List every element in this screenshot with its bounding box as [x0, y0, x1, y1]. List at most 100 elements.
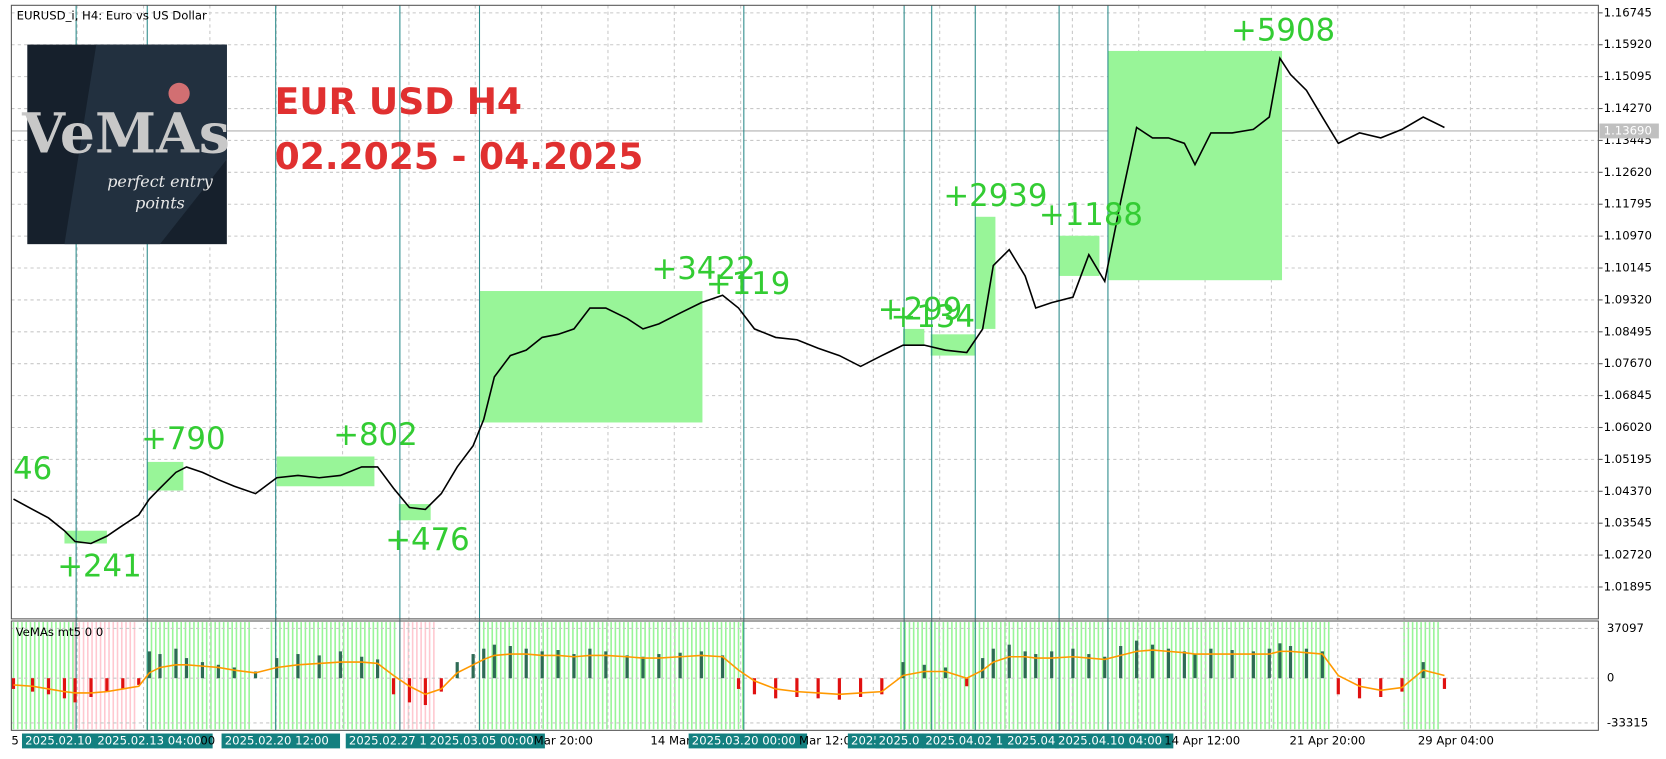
- trade-label: +299: [878, 292, 963, 328]
- indicator-bar: [1023, 651, 1027, 679]
- logo-name: VeMAs: [21, 102, 230, 167]
- x-tick-label: 2025.02.20 12:00: [225, 733, 329, 747]
- time-label-box: [847, 733, 883, 749]
- indicator-bar: [1103, 656, 1107, 679]
- overlay-title: EUR USD H4: [275, 81, 522, 123]
- indicator-bar: [455, 662, 459, 679]
- trade-label: +5908: [1231, 12, 1335, 48]
- indicator-bar: [1209, 648, 1213, 679]
- indicator-bar: [752, 678, 757, 695]
- trade-box: [276, 456, 375, 487]
- indicator-bar: [572, 654, 576, 679]
- x-tick-label: 2025.03.20 00:00: [692, 733, 796, 747]
- indicator-bar: [1087, 654, 1091, 679]
- x-tick-label: 2025.02.27 1: [349, 733, 427, 747]
- y-tick-label: 1.16745: [1604, 5, 1652, 19]
- y-tick-label: 1.10970: [1604, 229, 1652, 243]
- indicator-bar: [1278, 643, 1282, 679]
- time-label-box: [345, 733, 437, 749]
- indicator-bar: [678, 652, 682, 679]
- indicator-bar: [1034, 654, 1038, 679]
- indicator-bar: [200, 662, 205, 679]
- indicator-bar: [859, 678, 863, 697]
- y-tick-label: 1.05195: [1604, 452, 1652, 466]
- indicator-bar: [376, 659, 380, 679]
- indicator-bar: [901, 662, 905, 679]
- x-tick-label: 14 Apr 12:00: [1164, 733, 1240, 747]
- indicator-bar: [137, 678, 141, 685]
- indicator-bar: [1251, 651, 1255, 679]
- y-tick-label: 1.15920: [1604, 37, 1652, 51]
- x-tick-label: 2025.04.10 04:00: [1058, 733, 1162, 747]
- y-tick-label: 1.07670: [1604, 356, 1652, 370]
- indicator-bar: [471, 654, 475, 679]
- overlay-period: 02.2025 - 04.2025: [275, 136, 644, 178]
- x-tick-label: 14 Mar: [650, 733, 691, 747]
- current-price-box: [1599, 123, 1659, 139]
- indicator-bar: [216, 664, 220, 679]
- indicator-bar: [1050, 651, 1054, 679]
- trade-label: +3422: [651, 251, 755, 287]
- trade-label: +119: [706, 266, 791, 302]
- indicator-bar: [1288, 646, 1293, 679]
- indicator-bar: [508, 646, 512, 679]
- logo-tagline: points: [135, 193, 185, 212]
- y-tick-label: 1.08495: [1604, 324, 1652, 338]
- y-tick-label: 1.03545: [1604, 516, 1652, 530]
- indicator-bar: [46, 678, 51, 695]
- y-tick-label: 1.14270: [1604, 101, 1652, 115]
- indicator-bar: [89, 678, 93, 697]
- x-tick-label: 2025.0: [879, 733, 920, 747]
- trade-box: [903, 328, 925, 346]
- indicator-bar: [991, 648, 995, 679]
- indicator-bar: [540, 651, 544, 679]
- indicator-bar: [1400, 678, 1404, 692]
- indicator-bar: [736, 678, 741, 689]
- indicator-bar: [391, 678, 396, 695]
- logo-tagline: perfect entry: [107, 172, 214, 191]
- trade-box: [975, 216, 996, 329]
- trade-label: +476: [385, 522, 470, 558]
- indicator-bar: [73, 678, 77, 703]
- indicator-bar: [699, 651, 703, 679]
- logo-light: [168, 82, 190, 105]
- indicator-bar: [943, 667, 948, 679]
- price-line: [13, 56, 1445, 545]
- indicator-bar: [1379, 678, 1383, 697]
- x-tick-label: 21 Apr 20:00: [1289, 733, 1365, 747]
- y-tick-label: 1.06020: [1604, 420, 1652, 434]
- x-tick-label: 5: [11, 733, 18, 747]
- indicator-bar: [604, 651, 608, 679]
- indicator-bar: [880, 678, 884, 695]
- indicator-bar: [158, 654, 162, 679]
- trade-box: [930, 334, 976, 356]
- time-label-box: [922, 733, 1020, 749]
- y-tick-label: 1.04370: [1604, 484, 1652, 498]
- indicator-bar: [360, 656, 364, 679]
- time-label-box: [688, 733, 808, 749]
- indicator-bar: [1119, 646, 1123, 679]
- time-label-box: [94, 733, 213, 749]
- indicator-bar: [184, 658, 189, 679]
- indicator-bar: [296, 654, 300, 679]
- y-tick-label: 1.02720: [1604, 548, 1652, 562]
- trade-box: [398, 504, 431, 521]
- trade-box: [147, 461, 184, 491]
- indicator-frame: [10, 620, 1599, 731]
- x-tick-label: 2025: [851, 733, 881, 747]
- indicator-bar: [121, 678, 125, 689]
- y-tick-label: 1.15095: [1604, 69, 1652, 83]
- indicator-bar: [407, 678, 412, 703]
- indicator-bar: [338, 651, 343, 679]
- indicator-bar: [588, 648, 592, 679]
- indicator-bar: [1336, 678, 1340, 695]
- indicator-bar: [11, 678, 16, 689]
- indicator-bar: [62, 678, 67, 699]
- y-tick-label: 1.09320: [1604, 292, 1652, 306]
- plot-frame: [10, 4, 1599, 620]
- trade-label: +802: [333, 417, 418, 453]
- indicator-bar: [1182, 651, 1186, 679]
- trade-label: +241: [57, 548, 142, 584]
